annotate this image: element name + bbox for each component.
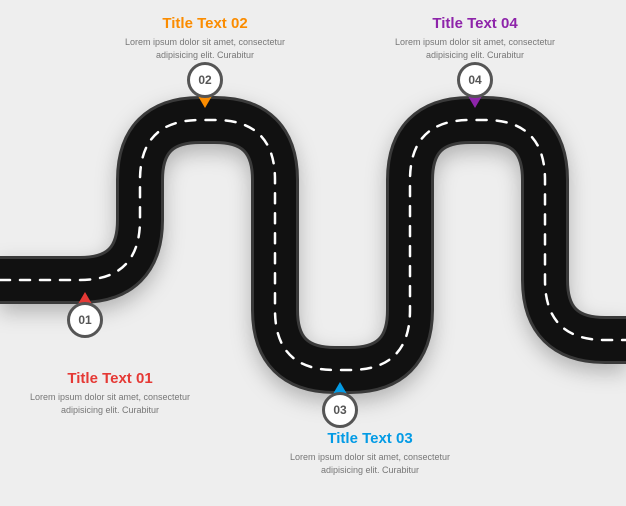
step-body: Lorem ipsum dolor sit amet, consectetur … — [285, 451, 455, 477]
step-text-03: Title Text 03 Lorem ipsum dolor sit amet… — [285, 430, 455, 477]
step-text-01: Title Text 01 Lorem ipsum dolor sit amet… — [25, 370, 195, 417]
pin-03: 03 — [322, 392, 358, 428]
step-body: Lorem ipsum dolor sit amet, consectetur … — [120, 36, 290, 62]
step-title: Title Text 02 — [120, 15, 290, 32]
pin-number: 03 — [333, 403, 346, 417]
pin-02: 02 — [187, 62, 223, 98]
step-title: Title Text 04 — [390, 15, 560, 32]
step-title: Title Text 03 — [285, 430, 455, 447]
pin-ring: 04 — [457, 62, 493, 98]
road-svg — [0, 0, 626, 501]
step-title: Title Text 01 — [25, 370, 195, 387]
step-body: Lorem ipsum dolor sit amet, consectetur … — [390, 36, 560, 62]
pin-01: 01 — [67, 302, 103, 338]
infographic-canvas: 01 02 03 04 Title Text 01 Lorem ipsum do… — [0, 0, 626, 501]
step-body: Lorem ipsum dolor sit amet, consectetur … — [25, 391, 195, 417]
road-shadow-wrap — [0, 0, 626, 501]
pin-04: 04 — [457, 62, 493, 98]
pin-number: 01 — [78, 313, 91, 327]
pin-ring: 02 — [187, 62, 223, 98]
pin-number: 04 — [468, 73, 481, 87]
pin-ring: 01 — [67, 302, 103, 338]
step-text-04: Title Text 04 Lorem ipsum dolor sit amet… — [390, 15, 560, 62]
pin-ring: 03 — [322, 392, 358, 428]
step-text-02: Title Text 02 Lorem ipsum dolor sit amet… — [120, 15, 290, 62]
pin-number: 02 — [198, 73, 211, 87]
